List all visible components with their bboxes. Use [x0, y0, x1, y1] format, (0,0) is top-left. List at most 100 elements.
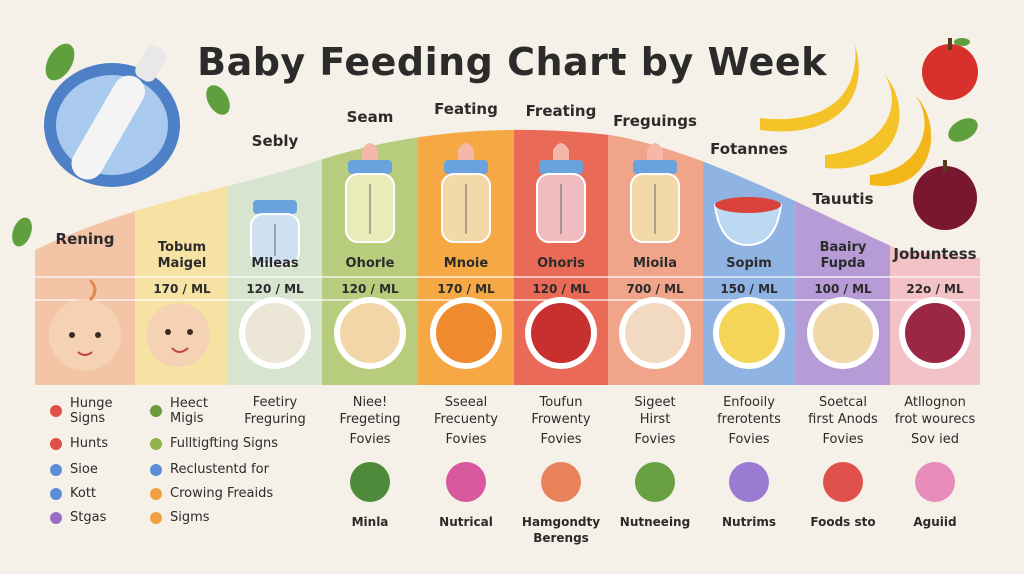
- food-group-label: Nutrims: [722, 515, 776, 529]
- sign-label: Crowing Freaids: [170, 486, 274, 501]
- column-heading: Seam: [346, 108, 394, 126]
- food-group-label: Nutneeing: [619, 515, 691, 529]
- column-title: Ohoris: [537, 256, 585, 271]
- food-group-label: Nutrical: [439, 515, 493, 529]
- bowl-bottle-illustration: [44, 45, 180, 187]
- food-bowl-icon: [807, 297, 879, 369]
- column-frequency: Enfooily frerotents: [717, 395, 781, 427]
- fullness-sign-item: Sigms: [150, 510, 210, 525]
- column-title: Ohorle: [345, 256, 395, 271]
- column-amount: 170 / ML: [153, 282, 211, 296]
- column-heading: Jobuntess: [893, 245, 977, 263]
- food-group-icon: [915, 462, 955, 502]
- column-frequency: Niee! Fregeting: [339, 395, 401, 427]
- sign-label: Kott: [70, 486, 97, 501]
- column-amount: 120 / ML: [532, 282, 590, 296]
- column-heading: Freating: [525, 102, 597, 120]
- sign-label: Sigms: [170, 510, 210, 525]
- fovies-label: Fovies: [822, 432, 864, 447]
- sign-label: Fulltigfting Signs: [170, 436, 278, 451]
- fullness-sign-item: Heect Migis: [150, 396, 208, 426]
- fullness-sign-item: Reclustentd for: [150, 462, 269, 477]
- sign-dot-icon: [50, 463, 62, 476]
- food-group-icon: [823, 462, 863, 502]
- column-heading: Freguings: [613, 112, 697, 130]
- sign-dot-icon: [150, 511, 162, 524]
- column-frequency: Soetcal first Anods: [808, 395, 878, 427]
- column-heading: Sebly: [251, 132, 299, 150]
- fovies-label: Fovies: [540, 432, 582, 447]
- page-title: Baby Feeding Chart by Week: [197, 40, 827, 84]
- sign-dot-icon: [150, 437, 162, 450]
- hunger-sign-item: Kott: [50, 486, 96, 501]
- food-group-icon: [446, 462, 486, 502]
- fovies-label: Fovies: [634, 432, 676, 447]
- hunger-sign-item: Sioe: [50, 462, 98, 477]
- food-bowl-icon: [430, 297, 502, 369]
- hunger-sign-item: Hunge Signs: [50, 396, 113, 426]
- sign-dot-icon: [50, 437, 62, 450]
- baby-bottle-icon: [345, 143, 395, 243]
- sign-label: Sioe: [70, 462, 98, 477]
- food-bowl-icon: [899, 297, 971, 369]
- food-group-icon: [729, 462, 769, 502]
- baby-bottle-icon: [441, 143, 491, 243]
- fovies-label: Fovies: [728, 432, 770, 447]
- leaf-icon: [12, 43, 978, 247]
- baby-bottle-icon: [536, 143, 586, 243]
- sign-dot-icon: [150, 405, 162, 417]
- sign-dot-icon: [50, 487, 62, 500]
- column-frequency: Sigeet Hirst: [634, 395, 676, 427]
- column-title: Mioila: [632, 256, 677, 271]
- column-title: Tobum Maigel: [157, 240, 207, 271]
- column-heading: Rening: [55, 230, 115, 248]
- sign-label: Heect Migis: [170, 396, 209, 426]
- baby-icon: [49, 278, 121, 371]
- column-amount: 170 / ML: [437, 282, 495, 296]
- sign-label: Reclustentd for: [170, 462, 269, 477]
- sign-label: Hunge Signs: [70, 396, 113, 426]
- column-heading: Fotannes: [710, 140, 788, 158]
- food-bowl-icon: [525, 297, 597, 369]
- baby-bottle-icon: [250, 200, 300, 265]
- apple-icon: [922, 38, 978, 100]
- column-amount: 120 / ML: [246, 282, 304, 296]
- food-bowl-icon: [713, 297, 785, 369]
- sign-dot-icon: [150, 487, 162, 500]
- column-heading: Feating: [434, 100, 498, 118]
- hunger-sign-item: Hunts: [50, 436, 108, 451]
- column-frequency: Feetiry Freguring: [244, 395, 306, 427]
- column-amount: 150 / ML: [720, 282, 778, 296]
- column-amount: 100 / ML: [814, 282, 872, 296]
- sign-label: Hunts: [70, 436, 109, 451]
- sign-dot-icon: [50, 405, 62, 417]
- column-amount: 120 / ML: [341, 282, 399, 296]
- food-group-label: Aguiid: [913, 515, 957, 529]
- food-group-label: Foods sto: [810, 515, 876, 529]
- column-title: Mileas: [251, 256, 299, 271]
- sign-dot-icon: [150, 463, 162, 476]
- sign-dot-icon: [50, 511, 62, 524]
- column-amount: 700 / ML: [626, 282, 684, 296]
- baby-bottle-icon: [630, 143, 680, 243]
- food-bowl-icon: [239, 297, 311, 369]
- hunger-sign-item: Stgas: [50, 510, 106, 525]
- fovies-label: Sov ied: [911, 432, 959, 447]
- banana-icon: [760, 45, 932, 186]
- food-group-icon: [350, 462, 390, 502]
- column-frequency: Atllognon frot wourecs: [894, 395, 976, 427]
- plum-icon: [913, 160, 977, 230]
- column-frequency: Toufun Frowenty: [531, 395, 591, 427]
- sign-label: Stgas: [70, 510, 107, 525]
- food-bowl-icon: [334, 297, 406, 369]
- column-frequency: Sseeal Frecuenty: [433, 395, 498, 427]
- fullness-sign-item: Fulltigfting Signs: [150, 436, 278, 451]
- bowl-icon: [713, 197, 783, 247]
- column-amount: 22o / ML: [906, 282, 964, 296]
- fovies-label: Fovies: [349, 432, 391, 447]
- fovies-label: Fovies: [445, 432, 487, 447]
- food-group-icon: [635, 462, 675, 502]
- fullness-sign-item: Crowing Freaids: [150, 486, 273, 501]
- baby-icon: [146, 303, 210, 367]
